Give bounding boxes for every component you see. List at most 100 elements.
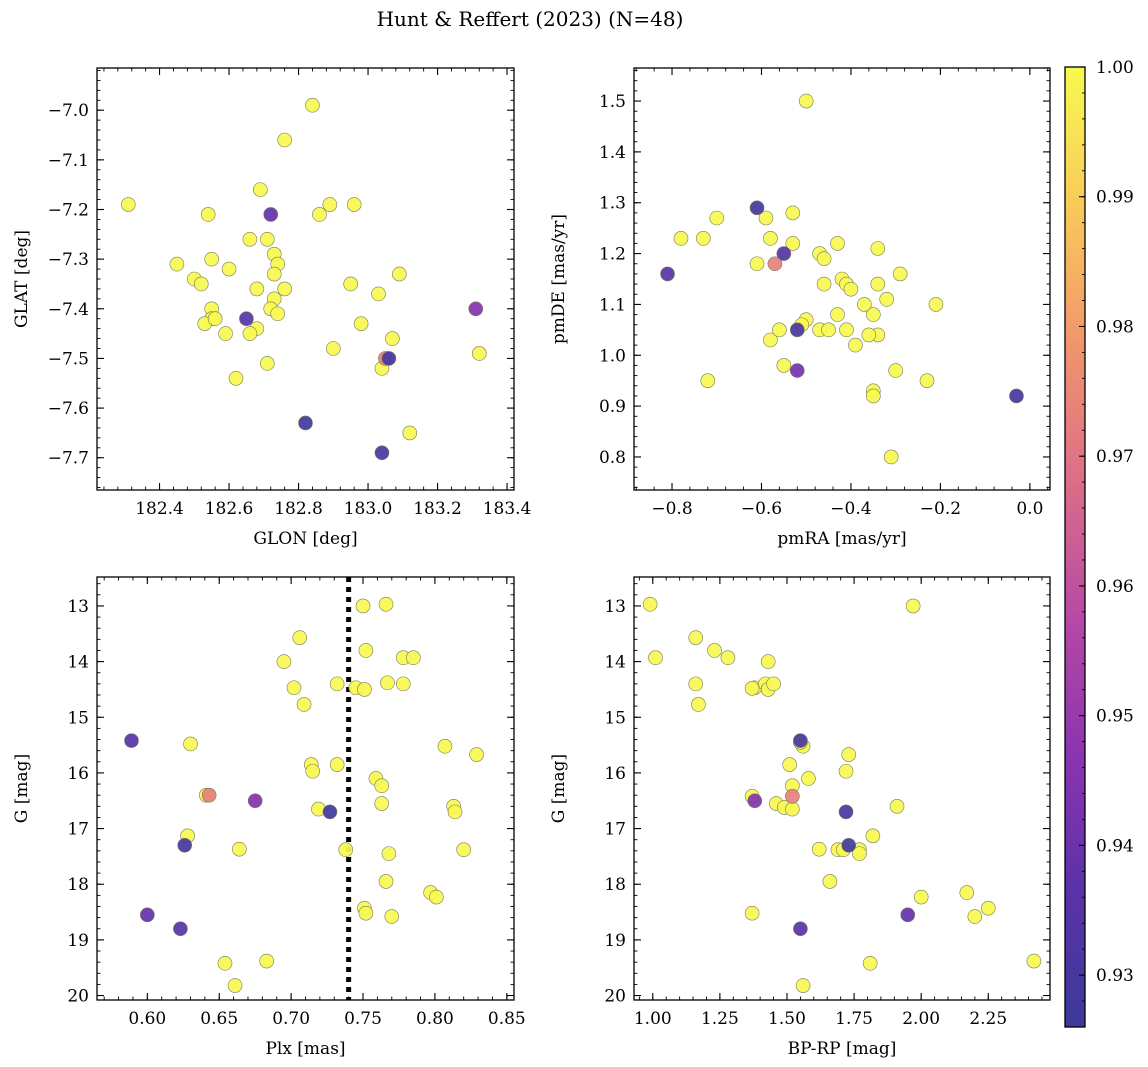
x-tick-label: 2.25: [969, 1009, 1007, 1029]
data-point: [861, 327, 877, 343]
data-point: [469, 747, 484, 762]
y-axis-label: G [mag]: [549, 754, 569, 823]
data-point: [447, 804, 463, 820]
data-point: [177, 837, 193, 853]
data-point: [357, 682, 372, 697]
colorbar-tick-label: 1.00: [1096, 58, 1134, 78]
y-axis-label: G [mag]: [12, 754, 32, 823]
y-tick-label: −7.0: [48, 101, 89, 121]
data-point: [959, 885, 975, 900]
data-point: [772, 322, 787, 338]
data-point: [456, 842, 471, 858]
data-point: [749, 200, 765, 216]
y-tick-label: 17: [67, 820, 89, 840]
data-point: [296, 697, 312, 712]
data-point: [242, 326, 258, 341]
data-point: [381, 846, 397, 861]
y-tick-label: 1.0: [599, 346, 626, 366]
data-point: [841, 747, 857, 762]
data-point: [691, 697, 706, 712]
data-point: [374, 796, 390, 811]
data-point: [816, 276, 832, 292]
y-tick-label: 14: [604, 653, 626, 673]
data-point: [355, 598, 371, 614]
data-point: [744, 681, 760, 696]
data-point: [841, 837, 857, 853]
data-point: [277, 281, 292, 297]
x-tick-label: 0.65: [200, 1009, 238, 1029]
data-point: [239, 311, 254, 327]
data-point: [763, 231, 778, 246]
data-point: [888, 363, 903, 378]
x-tick-label: 0.85: [488, 1009, 526, 1029]
data-point: [437, 738, 453, 754]
data-point: [648, 650, 663, 666]
data-point: [124, 733, 139, 748]
colorbar-tick-label: 0.97: [1096, 447, 1134, 467]
data-point: [305, 763, 320, 779]
y-tick-label: −7.1: [48, 151, 89, 171]
figure-title: Hunt & Reffert (2023) (N=48): [377, 7, 684, 31]
panel-bottom-left: 0.60 0.65 0.70 0.75 0.80 0.85 13 14 15 16 17 18 19 20…: [12, 576, 526, 1059]
x-tick-label: −0.2: [920, 499, 961, 519]
data-point: [785, 236, 801, 251]
y-tick-label: 19: [604, 931, 626, 951]
x-axis-label: BP-RP [mag]: [788, 1039, 897, 1059]
colorbar-tick-label: 0.96: [1096, 577, 1134, 597]
data-point: [870, 241, 886, 256]
y-tick-label: −7.4: [48, 300, 89, 320]
data-point: [785, 788, 800, 804]
data-point: [322, 804, 338, 820]
data-point: [259, 231, 275, 247]
data-point: [839, 322, 854, 338]
y-tick-label: 20: [604, 987, 626, 1007]
data-point: [242, 231, 258, 247]
data-point: [329, 757, 345, 772]
data-point: [747, 793, 763, 809]
data-point: [776, 358, 792, 373]
data-point: [811, 841, 827, 857]
y-axis-label: pmDE [mas/yr]: [549, 214, 569, 344]
data-point: [785, 205, 801, 221]
x-tick-label: −0.6: [741, 499, 782, 519]
data-point: [374, 445, 390, 461]
x-axis-label: Plx [mas]: [265, 1039, 345, 1059]
data-point: [776, 246, 792, 261]
data-point: [744, 905, 760, 921]
data-point: [402, 425, 418, 441]
data-point: [720, 650, 736, 666]
data-point: [322, 197, 338, 212]
colorbar: 0.93 0.94 0.95 0.96 0.97 0.98 0.99 1.00: [1064, 58, 1134, 1028]
y-tick-label: 1.1: [599, 295, 626, 315]
data-point: [892, 266, 908, 282]
y-tick-label: −7.3: [48, 250, 89, 270]
panel-bottom-right: 1.00 1.25 1.50 1.75 2.00 2.25 13 14 15 16 17 18 19 20…: [549, 576, 1051, 1059]
data-point: [392, 266, 407, 282]
colorbar-gradient: [1064, 66, 1086, 1028]
y-tick-label: 13: [67, 597, 89, 617]
data-point: [385, 331, 400, 346]
data-point: [660, 266, 675, 282]
data-point: [865, 828, 881, 844]
data-point: [343, 276, 358, 292]
x-tick-label: 0.70: [272, 1009, 310, 1029]
data-point: [429, 889, 444, 905]
colorbar-tick-label: 0.99: [1096, 188, 1134, 208]
y-tick-label: −7.5: [48, 349, 89, 369]
data-point: [371, 286, 386, 302]
data-point: [259, 356, 275, 371]
x-tick-label: −0.4: [830, 499, 871, 519]
data-point: [266, 266, 282, 282]
data-point: [642, 596, 658, 612]
data-point: [862, 955, 878, 971]
data-point: [688, 630, 704, 645]
data-point: [140, 907, 155, 923]
y-tick-label: 1.2: [599, 245, 626, 265]
data-point: [247, 793, 263, 809]
y-tick-label: 16: [604, 764, 626, 784]
data-point: [793, 921, 808, 937]
data-point: [298, 415, 313, 431]
data-point: [338, 842, 354, 858]
data-point: [169, 256, 185, 272]
data-point: [468, 301, 484, 317]
